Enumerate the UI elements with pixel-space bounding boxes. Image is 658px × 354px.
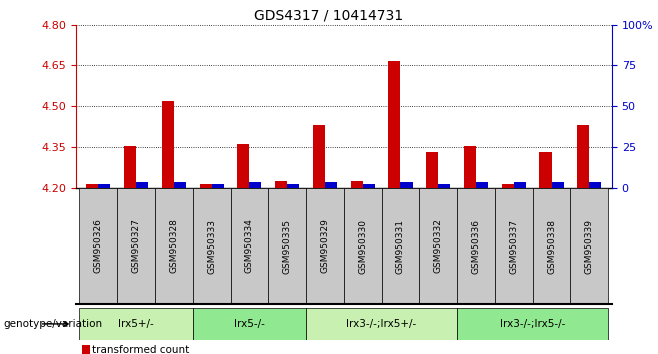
Bar	[476, 182, 488, 188]
Text: GSM950329: GSM950329	[320, 218, 330, 274]
Bar	[313, 125, 325, 188]
Bar	[80, 308, 193, 340]
Bar	[86, 184, 98, 188]
Bar	[351, 181, 363, 188]
Bar	[230, 188, 268, 304]
Text: GSM950328: GSM950328	[169, 218, 178, 274]
Text: lrx3-/-;lrx5-/-: lrx3-/-;lrx5-/-	[500, 319, 565, 329]
Text: GDS4317 / 10414731: GDS4317 / 10414731	[255, 9, 403, 23]
Bar	[306, 308, 457, 340]
Bar	[540, 152, 551, 188]
Bar	[162, 101, 174, 188]
Text: GSM950335: GSM950335	[283, 218, 291, 274]
Bar	[419, 188, 457, 304]
Bar	[344, 188, 382, 304]
Bar	[457, 308, 608, 340]
Bar	[238, 144, 249, 188]
Bar	[382, 188, 419, 304]
Bar	[501, 184, 514, 188]
Text: GSM950326: GSM950326	[94, 218, 103, 274]
Bar	[155, 188, 193, 304]
Text: transformed count: transformed count	[92, 345, 190, 354]
Bar	[193, 308, 306, 340]
Bar	[570, 188, 608, 304]
Bar	[268, 188, 306, 304]
Bar	[464, 145, 476, 188]
Text: GSM950336: GSM950336	[472, 218, 480, 274]
Bar	[388, 62, 401, 188]
Bar	[426, 152, 438, 188]
Text: GSM950331: GSM950331	[396, 218, 405, 274]
Text: GSM950339: GSM950339	[585, 218, 594, 274]
Bar	[275, 181, 287, 188]
Bar	[136, 182, 148, 188]
Bar	[577, 125, 590, 188]
Bar	[495, 188, 532, 304]
Text: lrx3-/-;lrx5+/-: lrx3-/-;lrx5+/-	[347, 319, 417, 329]
Bar	[174, 182, 186, 188]
Bar	[532, 188, 570, 304]
Bar	[80, 188, 117, 304]
Bar	[325, 182, 337, 188]
Bar	[193, 188, 230, 304]
Text: GSM950327: GSM950327	[132, 218, 141, 274]
Bar	[124, 145, 136, 188]
Text: lrx5+/-: lrx5+/-	[118, 319, 154, 329]
Text: GSM950338: GSM950338	[547, 218, 556, 274]
Bar	[117, 188, 155, 304]
Bar	[457, 188, 495, 304]
Bar	[590, 182, 601, 188]
Bar	[199, 184, 212, 188]
Bar	[212, 184, 224, 188]
Bar	[514, 182, 526, 188]
Bar	[363, 184, 375, 188]
Bar	[306, 188, 344, 304]
Bar	[438, 184, 450, 188]
Text: GSM950332: GSM950332	[434, 218, 443, 274]
Text: lrx5-/-: lrx5-/-	[234, 319, 265, 329]
Bar	[98, 184, 111, 188]
Text: GSM950330: GSM950330	[358, 218, 367, 274]
Text: GSM950333: GSM950333	[207, 218, 216, 274]
Bar	[287, 184, 299, 188]
Bar	[401, 182, 413, 188]
Text: GSM950337: GSM950337	[509, 218, 519, 274]
Bar	[551, 182, 564, 188]
Text: GSM950334: GSM950334	[245, 218, 254, 274]
Bar	[249, 182, 261, 188]
Text: genotype/variation: genotype/variation	[3, 319, 103, 329]
